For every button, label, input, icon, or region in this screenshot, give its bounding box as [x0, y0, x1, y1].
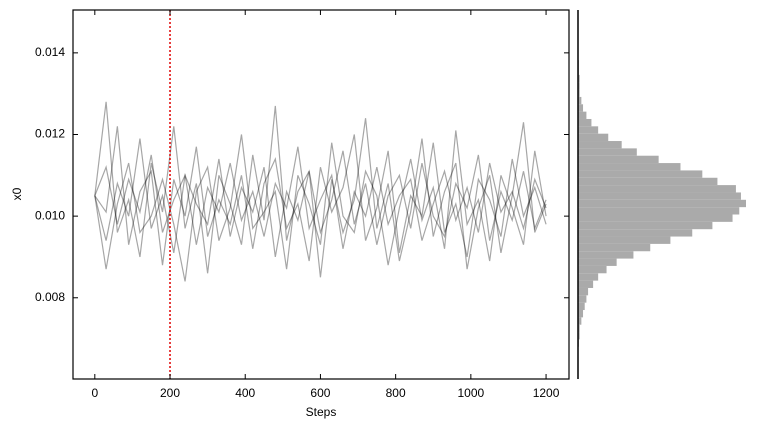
x-tick-label: 1000	[458, 386, 485, 400]
histogram-bar	[578, 273, 599, 281]
histogram-bar	[578, 126, 599, 134]
x-tick-label: 600	[310, 386, 330, 400]
histogram-bar	[578, 243, 651, 252]
y-tick-label: 0.014	[35, 45, 65, 59]
histogram-bar	[578, 332, 580, 340]
histogram-bar	[578, 207, 740, 215]
x-tick-label: 1200	[533, 386, 560, 400]
plot-frame	[72, 9, 570, 380]
y-tick-label: 0.008	[35, 290, 65, 304]
histogram-bar	[578, 236, 671, 244]
histogram-bar	[578, 148, 637, 156]
histogram-bar	[578, 265, 607, 274]
histogram-bar	[578, 111, 587, 119]
histogram-bar	[578, 89, 580, 97]
y-tick-label: 0.010	[35, 208, 65, 222]
histogram-bar	[578, 74, 580, 83]
histogram-bar	[578, 229, 693, 237]
histogram-bar	[578, 302, 585, 311]
histogram-bar	[578, 118, 592, 127]
histogram-bar	[578, 199, 746, 208]
histogram-bar	[578, 280, 594, 288]
x-axis-label: Steps	[306, 405, 337, 419]
histogram-bar	[578, 163, 681, 171]
walker-trace	[94, 101, 547, 278]
histogram-bar	[578, 295, 587, 303]
histogram-bar	[578, 192, 741, 200]
histogram-bar	[578, 104, 584, 112]
histogram-bar	[578, 214, 733, 222]
histogram-bar	[578, 82, 580, 90]
histogram-bar	[578, 221, 713, 230]
histogram-bar	[578, 141, 622, 149]
histogram-bar	[578, 287, 589, 296]
histogram-bar	[578, 251, 634, 259]
histogram-bar	[578, 324, 580, 333]
histogram-bar	[578, 133, 609, 142]
y-tick-label: 0.012	[35, 127, 65, 141]
histogram-bar	[578, 310, 584, 318]
x-tick-label: 400	[235, 386, 255, 400]
histogram-bar	[578, 317, 582, 325]
histogram-bar	[578, 177, 718, 186]
walker-trace	[94, 130, 547, 282]
x-tick-label: 800	[386, 386, 406, 400]
histogram-bar	[578, 96, 582, 105]
histogram-bar	[578, 185, 736, 193]
walker-trace	[94, 138, 547, 258]
histogram-bar	[578, 170, 703, 178]
x-tick-label: 200	[160, 386, 180, 400]
y-axis-label: x0	[10, 187, 24, 200]
histogram-bar	[578, 258, 617, 266]
x-tick-label: 0	[91, 386, 98, 400]
histogram-bar	[578, 155, 659, 164]
